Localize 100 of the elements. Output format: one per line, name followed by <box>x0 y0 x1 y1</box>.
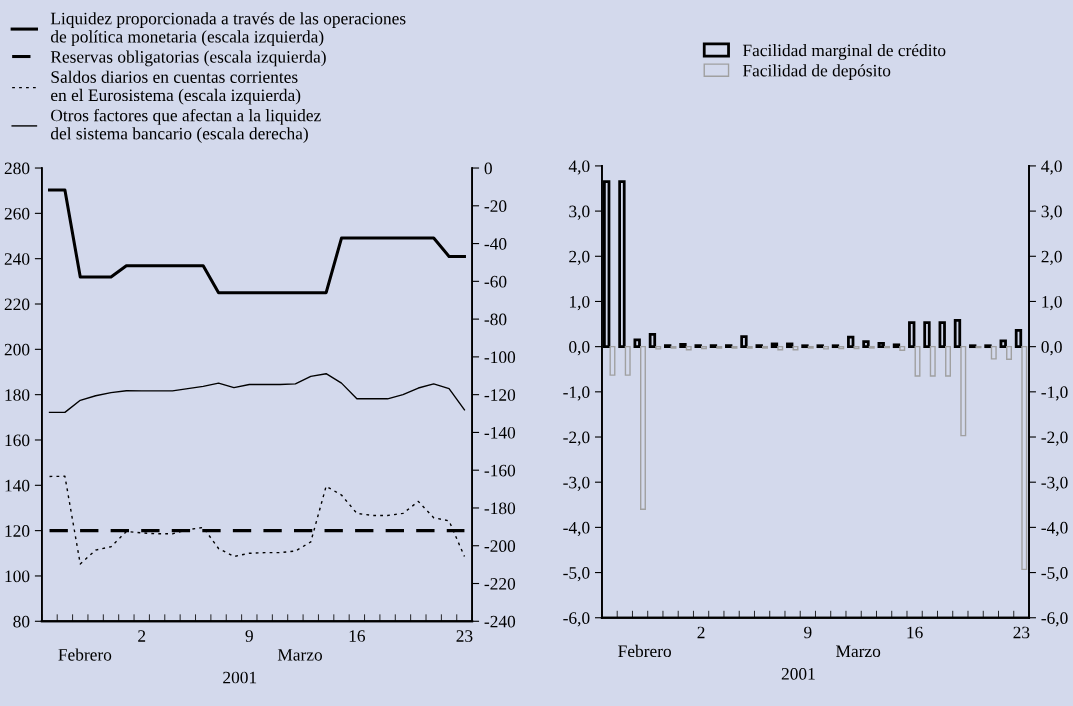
bar <box>923 321 931 349</box>
bar <box>908 321 916 349</box>
bar <box>999 339 1007 349</box>
y2-tick-label: 3,0 <box>1041 205 1062 220</box>
bar <box>953 319 962 349</box>
bar <box>1006 345 1013 360</box>
bar <box>960 345 967 437</box>
y-tick-label: 1,0 <box>569 295 590 311</box>
bar <box>892 343 901 349</box>
y2-tick-label: 0 <box>484 162 492 175</box>
y-tick-label: -1,0 <box>563 386 590 401</box>
y-tick-label: 100 <box>5 570 30 583</box>
text: Febrero <box>618 644 671 658</box>
bar <box>847 335 855 349</box>
x-tick-label: 23 <box>1013 626 1030 639</box>
y2-tick-label: 4,0 <box>1041 160 1062 175</box>
bar <box>762 345 768 349</box>
bar <box>929 345 936 377</box>
bar <box>823 345 829 350</box>
bar <box>740 335 748 349</box>
bar <box>716 345 723 349</box>
bar <box>777 345 784 351</box>
x-tick-label: 16 <box>349 630 366 642</box>
y-tick-label: 220 <box>4 298 30 311</box>
bar <box>664 344 672 349</box>
line-series <box>48 188 466 295</box>
bar <box>639 345 646 511</box>
bar <box>618 180 626 349</box>
y2-tick-label: -140 <box>484 426 516 439</box>
y2-tick-label: -4,0 <box>1041 521 1068 537</box>
x-tick-label: 2 <box>697 626 705 639</box>
bar <box>1021 345 1028 571</box>
y-tick-label: 120 <box>5 525 30 537</box>
y-tick-label: 280 <box>4 162 30 175</box>
y-tick-label: -5,0 <box>563 567 590 582</box>
y-tick-label: -6,0 <box>563 612 590 627</box>
legend-label: Facilidad marginal de crédito <box>742 44 946 60</box>
y2-tick-label: -5,0 <box>1041 567 1068 582</box>
x-tick-label: 9 <box>245 630 253 642</box>
y-tick-label: 200 <box>4 343 30 356</box>
y-tick-label: 260 <box>4 207 30 220</box>
legend-label: Otros factores que afectan a la liquidez del sistema bancario (escala derecha) <box>50 108 321 143</box>
bar <box>655 345 662 350</box>
x-tick-label: 2 <box>138 630 146 642</box>
line-series <box>48 475 466 565</box>
y-tick-label: 180 <box>5 389 30 401</box>
y-tick-label: 4,0 <box>568 160 590 175</box>
y2-tick-label: -160 <box>484 464 516 477</box>
legend-label: Facilidad de depósito <box>742 64 891 81</box>
y2-tick-label: -20 <box>484 200 507 212</box>
bar <box>746 345 753 349</box>
y-tick-label: 160 <box>5 434 30 447</box>
legend-label: Liquidez proporcionada a través de las operaciones de política monetaria (escala izquierda) <box>50 12 406 47</box>
bar <box>624 345 631 376</box>
bar <box>670 345 677 349</box>
bar <box>868 345 875 349</box>
y-tick-label: 2,0 <box>569 250 590 265</box>
bar <box>633 338 641 349</box>
y2-tick-label: -100 <box>484 351 516 364</box>
y-tick-label: 0,0 <box>569 341 590 356</box>
y2-tick-label: 1,0 <box>1042 295 1062 311</box>
y2-tick-label: 2,0 <box>1041 250 1062 265</box>
y2-tick-label: 0,0 <box>1041 341 1062 356</box>
bar <box>984 344 992 349</box>
legend-label: Saldos diarios en cuentas corrientes en el Eurosistema (escala izquierda) <box>51 70 301 105</box>
bar <box>725 344 733 349</box>
x-tick-label: 16 <box>907 626 923 639</box>
x-tick-label: 23 <box>456 630 473 642</box>
bar <box>731 345 738 349</box>
bar <box>1014 328 1023 349</box>
bar <box>685 345 692 351</box>
y2-tick-label: -3,0 <box>1041 476 1068 491</box>
legend-label: Reservas obligatorias (escala izquierda) <box>50 50 326 67</box>
y2-tick-label: -2,0 <box>1041 431 1068 446</box>
bar <box>945 345 952 377</box>
bar <box>969 344 977 349</box>
y-tick-label: -4,0 <box>563 521 590 537</box>
bar <box>609 345 616 376</box>
y2-tick-label: -80 <box>484 313 507 326</box>
x-tick-label: 9 <box>804 626 812 639</box>
y2-tick-label: -220 <box>484 577 516 590</box>
y2-tick-label: -1,0 <box>1041 386 1068 401</box>
bar <box>679 343 687 349</box>
y2-tick-label: -120 <box>484 389 516 401</box>
bar <box>899 345 906 351</box>
y2-tick-label: -200 <box>484 540 516 552</box>
y-tick-label: -2,0 <box>563 431 590 446</box>
text: Marzo <box>277 649 322 661</box>
text: Marzo <box>836 645 881 658</box>
y2-tick-label: -180 <box>484 502 516 515</box>
y2-tick-label: -240 <box>484 615 516 628</box>
text: Febrero <box>58 648 112 661</box>
bar <box>990 345 997 360</box>
bar <box>807 345 814 349</box>
bar <box>801 344 809 349</box>
text: 2001 <box>781 667 815 680</box>
y2-tick-label: -60 <box>484 275 507 288</box>
bar <box>877 342 885 349</box>
y-tick-label: 240 <box>4 253 30 265</box>
text: 2001 <box>223 671 257 684</box>
